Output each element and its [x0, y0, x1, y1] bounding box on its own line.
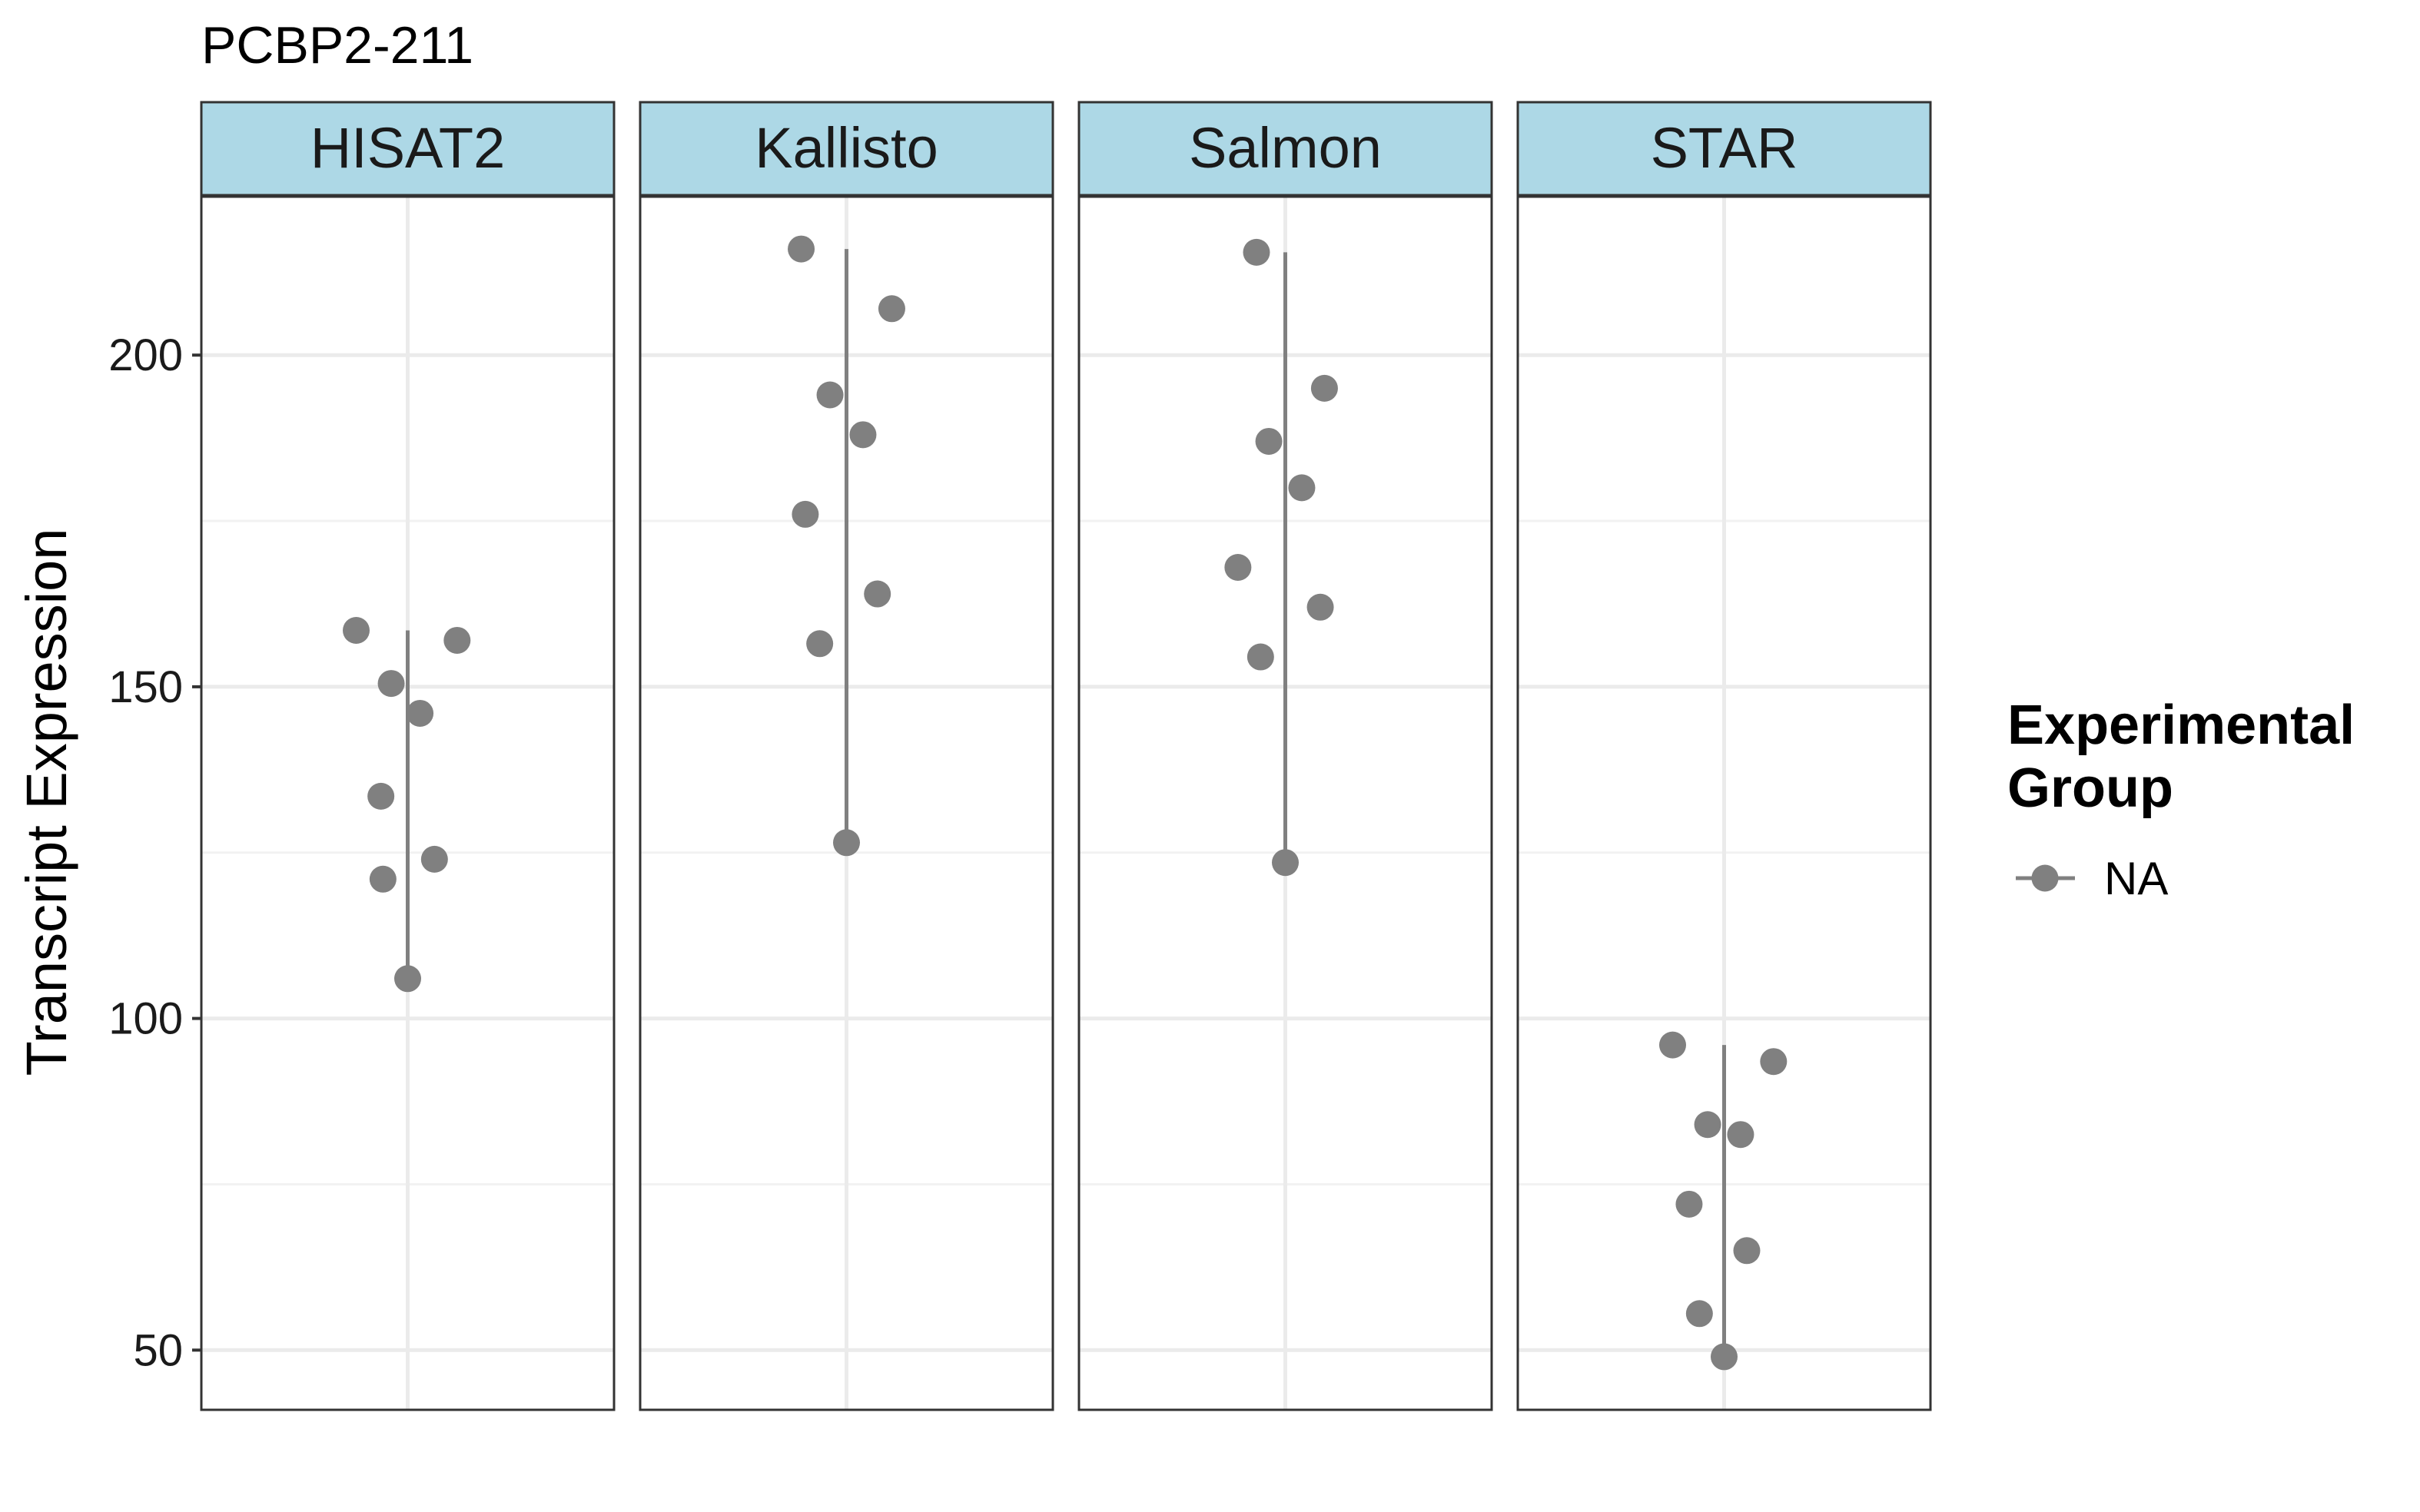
data-point	[1675, 1190, 1703, 1218]
data-point	[792, 500, 819, 528]
y-tick-label: 200	[108, 330, 183, 380]
data-point	[1255, 427, 1283, 455]
data-point	[1224, 553, 1252, 581]
y-axis: 50 100 150 200	[108, 330, 201, 1375]
data-point	[369, 865, 397, 893]
facet-label: HISAT2	[310, 116, 506, 180]
facet-panel-hisat2: HISAT2	[200, 101, 616, 1411]
data-point	[407, 699, 434, 727]
data-point	[394, 965, 421, 993]
data-point	[849, 421, 877, 449]
data-point	[833, 829, 860, 857]
data-point	[1685, 1300, 1713, 1328]
data-point	[1243, 238, 1270, 266]
data-point	[1711, 1343, 1738, 1371]
data-point	[1659, 1031, 1686, 1059]
legend-key-point	[2031, 864, 2059, 892]
data-point	[1310, 374, 1338, 402]
data-point	[1247, 643, 1274, 671]
legend-title: Group	[2007, 758, 2173, 819]
data-point	[1733, 1237, 1761, 1265]
data-point	[443, 626, 471, 654]
data-point	[420, 845, 448, 873]
data-point	[1272, 849, 1299, 877]
y-tick-label: 50	[133, 1325, 183, 1375]
facet-strip	[1077, 101, 1493, 197]
data-point	[816, 381, 844, 409]
facet-panel-salmon: Salmon	[1077, 101, 1493, 1411]
facet-label: Salmon	[1189, 116, 1382, 180]
data-point	[1760, 1048, 1788, 1076]
data-point	[864, 580, 891, 608]
facet-label: STAR	[1651, 116, 1798, 180]
panels: HISAT2 Kallisto Salmon STAR	[200, 101, 1932, 1411]
y-axis-title: Transcript Expression	[15, 529, 78, 1076]
data-point	[343, 617, 370, 645]
data-point	[878, 295, 905, 323]
y-tick-label: 150	[108, 662, 183, 712]
data-point	[806, 630, 834, 658]
legend-entry-label: NA	[2104, 853, 2168, 904]
data-point	[377, 670, 405, 698]
facet-panel-star: STAR	[1516, 101, 1932, 1411]
data-point	[1288, 474, 1316, 502]
data-point	[788, 235, 815, 263]
chart-title: PCBP2-211	[201, 16, 473, 75]
y-tick-label: 100	[108, 994, 183, 1044]
facet-strip	[1516, 101, 1932, 197]
facet-label: Kallisto	[755, 116, 938, 180]
data-point	[1694, 1111, 1721, 1139]
data-point	[1727, 1121, 1754, 1149]
legend-title: Experimental	[2007, 695, 2355, 756]
data-point	[367, 782, 395, 810]
facet-strip	[639, 101, 1054, 197]
facet-panel-kallisto: Kallisto	[639, 101, 1054, 1411]
data-point	[1306, 593, 1334, 621]
